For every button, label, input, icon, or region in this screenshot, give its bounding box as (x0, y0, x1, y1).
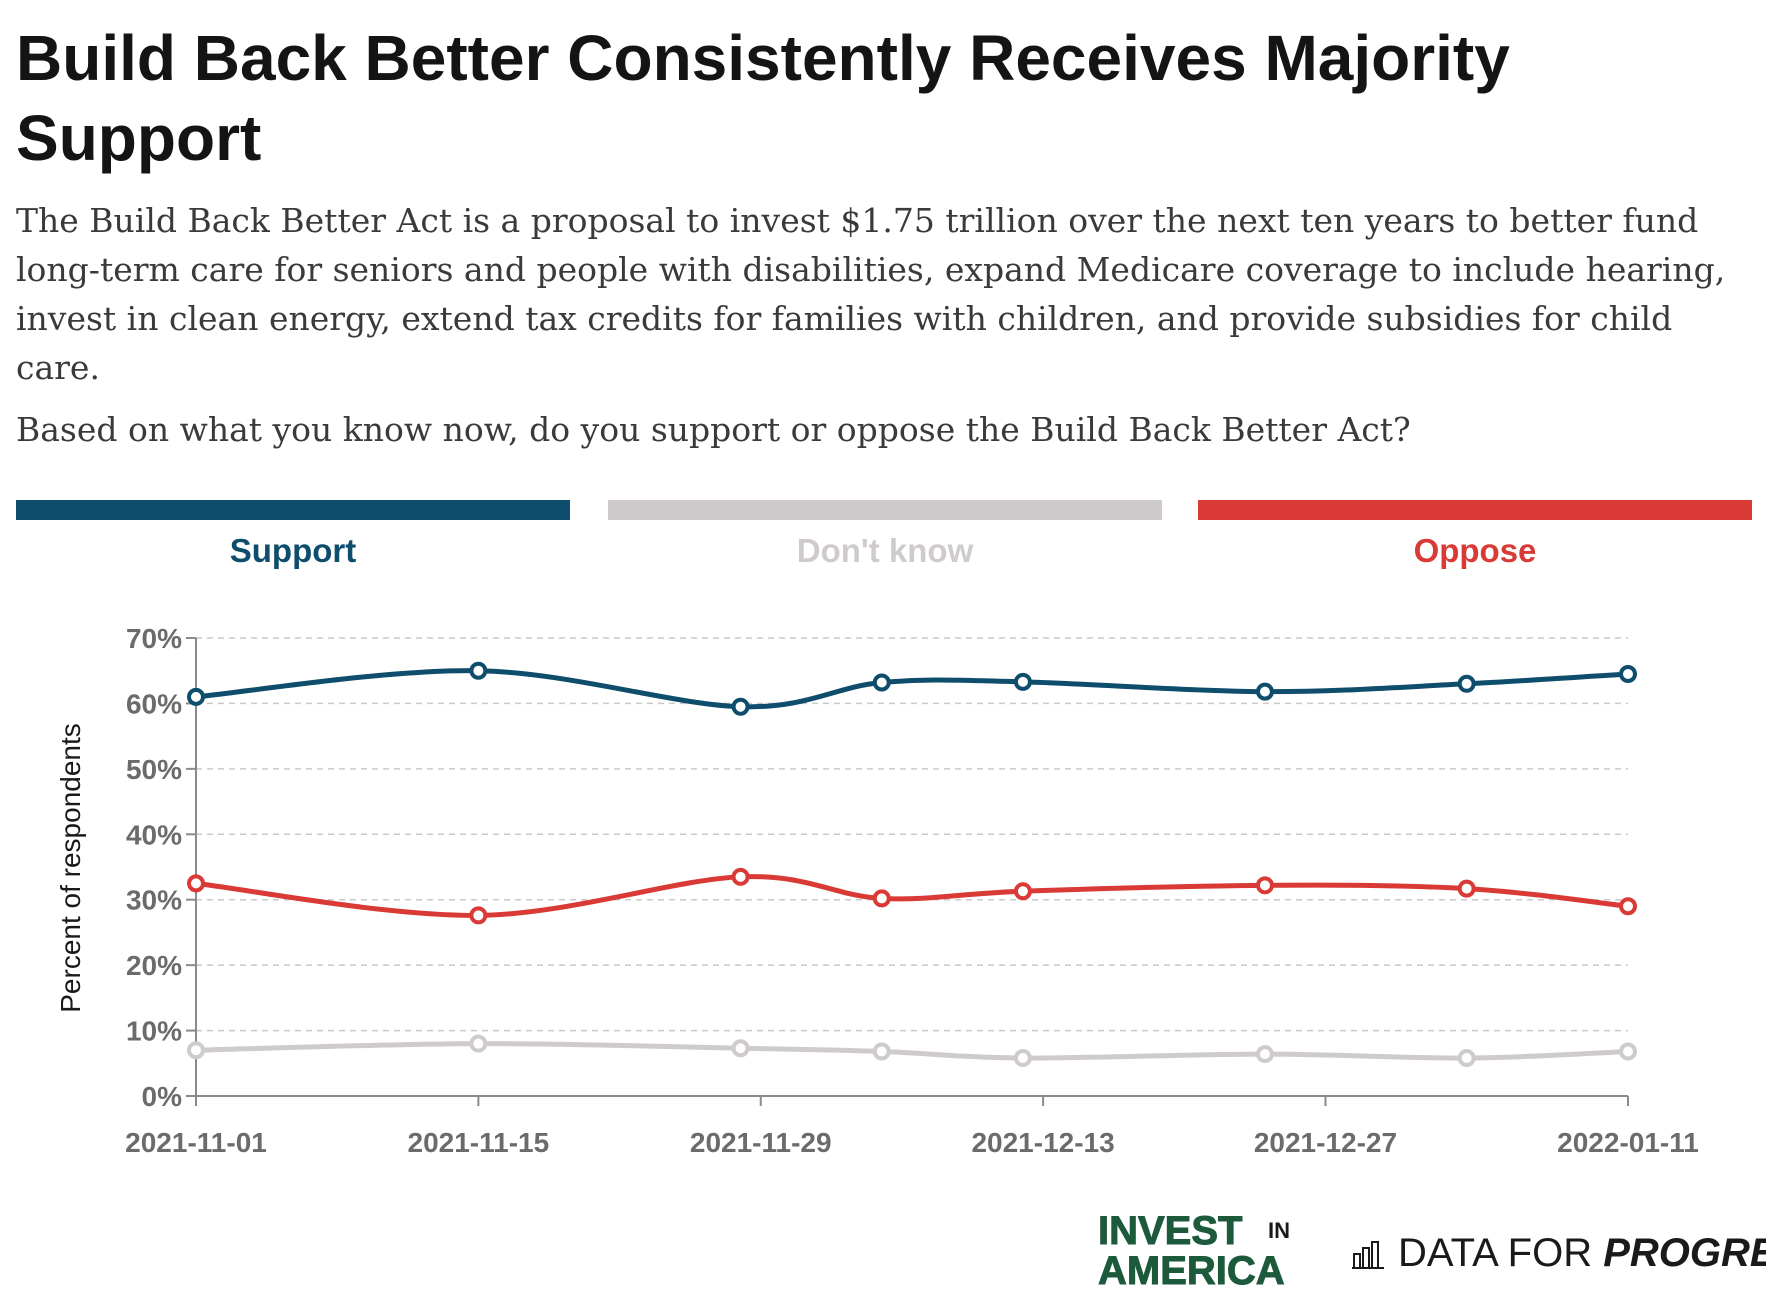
x-tick-label: 2021-11-29 (690, 1127, 832, 1158)
legend-swatch-dont-know (608, 500, 1162, 520)
data-point-don-t-know[interactable] (1457, 1049, 1476, 1068)
data-point-oppose[interactable] (1619, 897, 1637, 916)
dfp-wordmark: DATA FOR PROGRESS (1398, 1231, 1766, 1276)
legend-swatch-oppose (1198, 500, 1752, 520)
data-point-don-t-know[interactable] (1619, 1042, 1637, 1061)
data-point-don-t-know[interactable] (1255, 1045, 1274, 1064)
legend-label-oppose: Oppose (1413, 532, 1537, 569)
data-point-don-t-know[interactable] (731, 1039, 750, 1058)
legend-label-support: Support (229, 532, 357, 569)
data-point-support[interactable] (731, 697, 750, 716)
invest-logo-line1: INVEST (1098, 1209, 1242, 1253)
dfp-wordmark-bold: PROGRESS (1603, 1230, 1766, 1275)
data-point-oppose[interactable] (469, 906, 488, 925)
data-point-support[interactable] (187, 687, 205, 706)
data-point-support[interactable] (872, 673, 891, 692)
x-tick-label: 2022-01-11 (1557, 1127, 1699, 1158)
data-point-support[interactable] (1619, 664, 1637, 683)
legend-item-dont-know: Don't know (608, 500, 1162, 590)
y-tick-label: 20% (126, 950, 182, 981)
y-tick-label: 0% (142, 1081, 183, 1112)
x-tick-label: 2021-11-15 (408, 1127, 550, 1158)
legend-item-oppose: Oppose (1198, 500, 1752, 590)
y-tick-label: 40% (126, 819, 182, 850)
survey-question: Based on what you know now, do you suppo… (16, 410, 1411, 449)
data-point-oppose[interactable] (1013, 882, 1032, 901)
data-point-don-t-know[interactable] (1013, 1049, 1032, 1068)
chart-title: Build Back Better Consistently Receives … (16, 22, 1510, 174)
data-point-don-t-know[interactable] (872, 1042, 891, 1061)
data-point-oppose[interactable] (872, 889, 891, 908)
y-tick-label: 30% (126, 885, 182, 916)
x-tick-label: 2021-11-01 (125, 1127, 267, 1158)
x-axis: 2021-11-01 2021-11-15 2021-11-29 2021-12-13… (125, 1095, 1699, 1158)
series-line-support (195, 668, 1629, 710)
y-axis-label: Percent of respondents (55, 723, 86, 1013)
bar-chart-icon (1352, 1241, 1384, 1269)
data-point-oppose[interactable] (1255, 876, 1274, 895)
y-tick-label: 70% (126, 623, 182, 654)
x-tick-label: 2021-12-13 (971, 1127, 1114, 1158)
x-tick-label: 2021-12-27 (1254, 1127, 1397, 1158)
data-point-support[interactable] (1255, 682, 1274, 701)
y-tick-label: 50% (126, 754, 182, 785)
data-point-support[interactable] (469, 661, 488, 680)
data-point-support[interactable] (1013, 672, 1032, 691)
invest-logo-line2: AMERICA (1098, 1249, 1285, 1288)
data-point-support[interactable] (1457, 674, 1476, 693)
chart-description: The Build Back Better Act is a proposal … (16, 201, 1726, 387)
y-axis: 0% 10% 20% 30% 40% 50% 60% 70% (126, 623, 197, 1112)
legend-item-support: Support (16, 500, 570, 590)
data-point-oppose[interactable] (187, 874, 205, 893)
chart-gridlines (196, 637, 1628, 1032)
series-line-oppose (195, 874, 1629, 918)
data-point-oppose[interactable] (1457, 879, 1476, 898)
dfp-wordmark-plain: DATA FOR (1398, 1230, 1593, 1275)
invest-logo-in: IN (1268, 1218, 1290, 1243)
invest-in-america-logo: INVEST IN AMERICA (1096, 1208, 1318, 1294)
legend-label-dont-know: Don't know (796, 532, 974, 569)
legend-swatch-support (16, 500, 570, 520)
y-tick-label: 60% (126, 688, 182, 719)
data-point-oppose[interactable] (731, 867, 750, 886)
chart-series (187, 661, 1637, 1068)
data-point-don-t-know[interactable] (469, 1034, 488, 1053)
data-point-don-t-know[interactable] (187, 1041, 205, 1060)
line-chart: 0%10%20%30%40%50%60%70% 2021-11-01 2021-1… (55, 623, 1699, 1158)
data-for-progress-logo: DATA FOR PROGRESS (1352, 1228, 1766, 1278)
series-line-don-t-know (195, 1041, 1629, 1061)
y-tick-label: 10% (126, 1016, 182, 1047)
